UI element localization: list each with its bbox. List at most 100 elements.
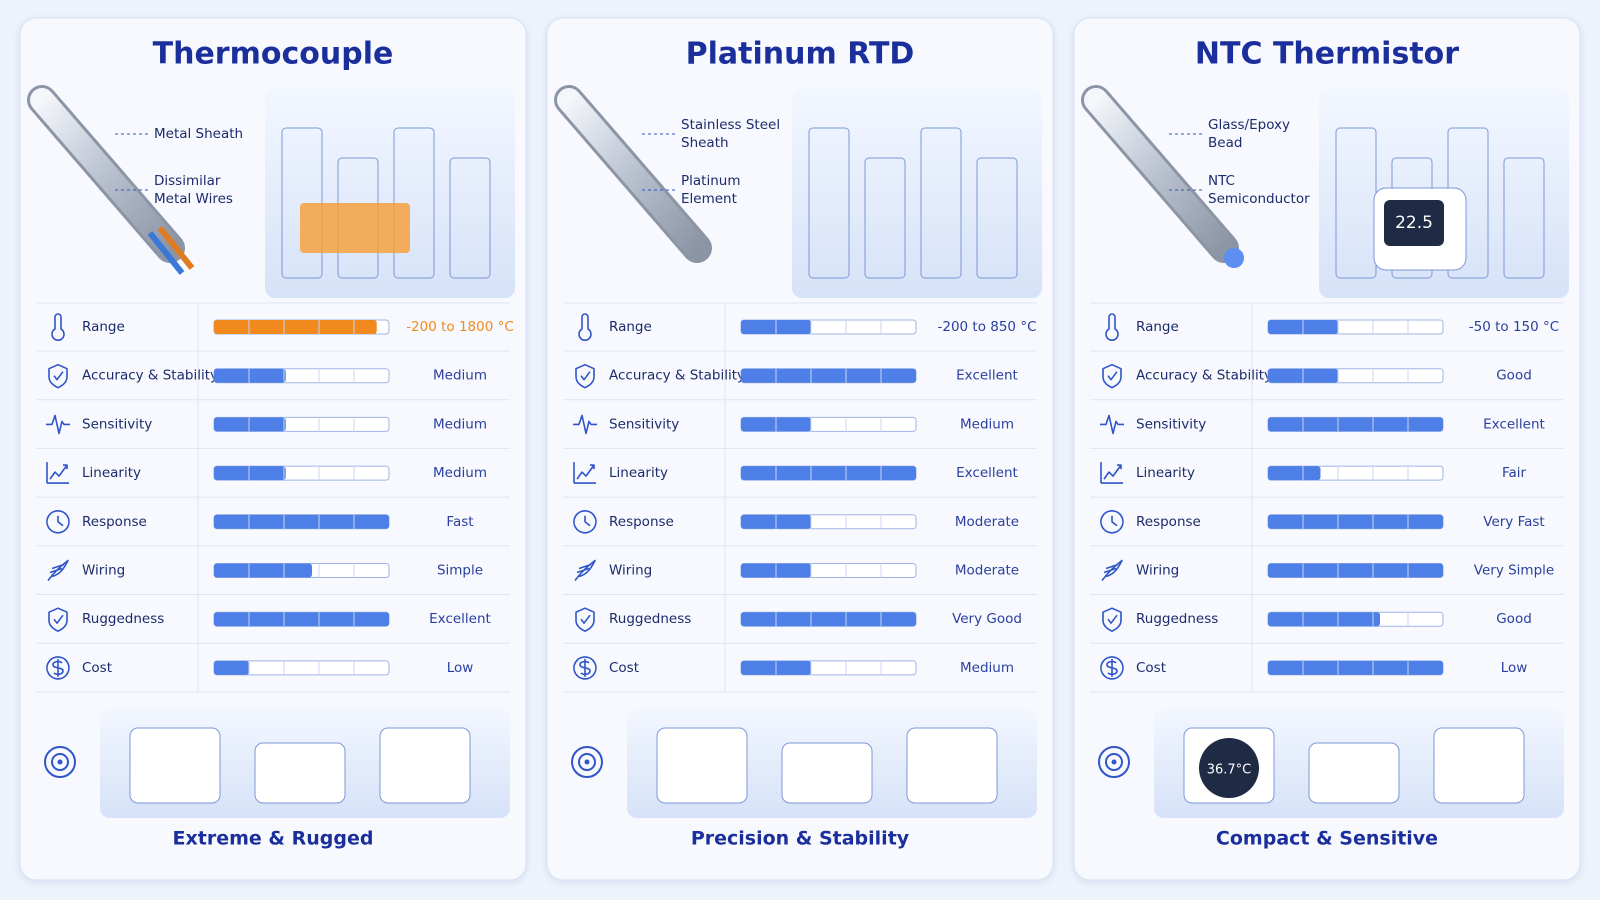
target-icon	[584, 759, 590, 765]
bar-fill	[1268, 660, 1443, 675]
row-value: Medium	[433, 368, 487, 384]
callout-label: Sheath	[681, 135, 729, 151]
row-value: Low	[1501, 660, 1528, 676]
bar-fill	[1268, 563, 1443, 578]
scene-structure	[976, 157, 1018, 279]
card: Platinum RTD Stainless Steel Sheath Platinu…	[546, 17, 1054, 881]
row-icon	[51, 313, 65, 341]
card-title: NTC Thermistor	[1195, 37, 1459, 72]
row-icon	[1100, 414, 1124, 435]
callout-label: Bead	[1208, 135, 1242, 151]
row-label: Linearity	[82, 465, 141, 481]
bottom-object	[781, 742, 873, 804]
row-label: Range	[1136, 319, 1179, 335]
scene-structure	[449, 157, 491, 279]
row-icon	[46, 509, 70, 534]
bar-fill	[1268, 466, 1321, 481]
row-label: Cost	[609, 660, 639, 676]
row-value: Very Simple	[1474, 563, 1554, 579]
row-icon	[575, 607, 595, 633]
thermostat-screen	[1384, 200, 1444, 246]
row-icon	[46, 656, 70, 680]
target-icon	[1098, 746, 1130, 778]
card-footer: Precision & Stability	[691, 828, 910, 850]
row-label: Linearity	[1136, 465, 1195, 481]
row-label: Sensitivity	[609, 416, 679, 432]
target-icon	[578, 753, 596, 771]
row-label: Ruggedness	[82, 611, 164, 627]
row-icon	[46, 414, 70, 435]
bottom-object	[906, 727, 998, 804]
row-label: Wiring	[82, 563, 125, 579]
row-icon	[1100, 462, 1123, 484]
row-value: Very Fast	[1483, 514, 1544, 530]
card-title: Platinum RTD	[686, 37, 915, 72]
row-label: Cost	[82, 660, 112, 676]
row-value: Good	[1496, 611, 1532, 627]
row-label: Ruggedness	[1136, 611, 1218, 627]
bottom-object	[1433, 727, 1525, 804]
row-label: Response	[82, 514, 147, 530]
bar-fill	[214, 368, 286, 383]
row-icon	[574, 559, 596, 581]
furnace-glow	[300, 203, 410, 253]
bottom-object	[656, 727, 748, 804]
row-value: Moderate	[955, 514, 1019, 530]
row-value: Excellent	[1483, 416, 1545, 432]
card-footer: Extreme & Rugged	[173, 828, 374, 850]
row-label: Range	[82, 319, 125, 335]
row-label: Response	[609, 514, 674, 530]
target-icon	[51, 753, 69, 771]
row-icon	[48, 363, 68, 389]
callout-label: Stainless Steel	[681, 117, 780, 133]
bottom-object	[254, 742, 346, 804]
row-label: Wiring	[1136, 563, 1179, 579]
row-value: Medium	[960, 416, 1014, 432]
card-title: Thermocouple	[153, 37, 394, 72]
row-value: Fast	[446, 514, 473, 530]
row-label: Ruggedness	[609, 611, 691, 627]
row-value: -200 to 850 °C	[937, 319, 1036, 335]
scene-structure	[1503, 157, 1545, 279]
scene-structure	[808, 127, 850, 279]
row-icon	[1102, 363, 1122, 389]
row-label: Accuracy & Stability	[82, 368, 218, 384]
row-value: Medium	[433, 465, 487, 481]
scene	[265, 88, 515, 298]
row-label: Linearity	[609, 465, 668, 481]
probe-body-highlight	[1084, 88, 1236, 260]
bar-fill	[741, 368, 916, 383]
row-icon	[1100, 509, 1124, 534]
bead	[1224, 248, 1244, 268]
row-icon	[47, 559, 69, 581]
scene-structure	[920, 127, 962, 279]
probe-body-highlight	[557, 88, 709, 260]
scene	[792, 88, 1042, 298]
bar-fill	[1268, 612, 1380, 627]
row-value: Excellent	[429, 611, 491, 627]
wire	[157, 226, 195, 270]
bar-fill	[214, 320, 377, 334]
card: NTC Thermistor Glass/Epoxy Bead NTC Semicond…	[1073, 17, 1581, 881]
card: Thermocouple Metal Sheath Dissimilar Metal …	[19, 17, 527, 881]
bar-fill	[1268, 417, 1443, 432]
row-value: Moderate	[955, 563, 1019, 579]
row-label: Response	[1136, 514, 1201, 530]
bar-fill	[214, 660, 249, 675]
bottom-object	[379, 727, 471, 804]
card-footer: Compact & Sensitive	[1216, 828, 1438, 850]
bar-fill	[214, 514, 389, 529]
probe-body-highlight	[30, 88, 182, 260]
bar-fill	[214, 563, 312, 578]
row-label: Sensitivity	[1136, 416, 1206, 432]
callout-label: NTC	[1208, 173, 1235, 189]
row-icon	[46, 462, 69, 484]
target-icon	[1105, 753, 1123, 771]
row-icon	[578, 313, 592, 341]
row-value: Medium	[960, 660, 1014, 676]
row-icon	[1105, 313, 1119, 341]
bottom-object	[129, 727, 221, 804]
row-icon	[575, 363, 595, 389]
display-label: 22.5	[1395, 213, 1433, 233]
